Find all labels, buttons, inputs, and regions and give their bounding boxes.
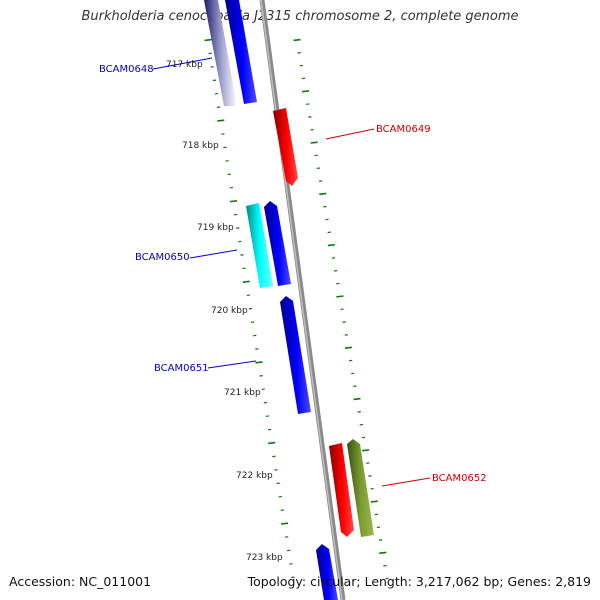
gene-feature-cyan[interactable] (246, 203, 273, 288)
gene-labels: BCAM0648 BCAM0649 BCAM0650 BCAM0651 BCAM… (99, 57, 487, 487)
gene-label-bcam0648[interactable]: BCAM0648 (99, 64, 154, 75)
gene-feature-bcam0650[interactable] (264, 201, 291, 286)
leader-line-bcam0652 (381, 477, 431, 487)
gene-label-bcam0652[interactable]: BCAM0652 (432, 473, 487, 484)
gene-feature-bcam0652[interactable] (329, 443, 354, 537)
scale-label-718: 718 kbp (182, 141, 219, 151)
gene-feature-bcam0651[interactable] (280, 296, 311, 414)
gc-track-outer-tick (319, 192, 327, 196)
backbone-highlight (260, 0, 343, 600)
scale-track-inner-tick (255, 361, 263, 364)
scale-label-720: 720 kbp (211, 306, 248, 316)
scale-track-inner-tick (229, 199, 238, 203)
gene-label-bcam0651[interactable]: BCAM0651 (154, 363, 209, 374)
gc-track-outer-tick (379, 551, 387, 555)
gene-feature-bcam0648-shadow[interactable] (204, 0, 237, 106)
scale-track (204, 38, 295, 579)
scale-label-717: 717 kbp (166, 60, 203, 70)
gene-label-bcam0649[interactable]: BCAM0649 (376, 124, 431, 135)
gc-track-outer-tick (353, 397, 361, 401)
gene-feature-bcam0648[interactable] (225, 0, 257, 104)
leader-line-bcam0651 (207, 360, 257, 369)
gc-track-outer-tick (362, 449, 370, 452)
scale-label-721: 721 kbp (224, 388, 261, 398)
scale-track-inner-tick (280, 522, 289, 525)
scale-label-719: 719 kbp (197, 223, 234, 233)
scale-track-inner-tick (204, 38, 212, 42)
scale-labels: 717 kbp 718 kbp 719 kbp 720 kbp 721 kbp … (166, 60, 283, 563)
genome-summary-text: Topology: circular; Length: 3,217,062 bp… (247, 574, 591, 589)
gc-track-outer-tick (370, 500, 378, 503)
gc-track-outer-tick (327, 243, 335, 247)
gene-label-bcam0650[interactable]: BCAM0650 (135, 252, 190, 263)
scale-track-inner-tick (242, 280, 250, 284)
gc-track-outer-tick (293, 38, 301, 42)
scale-track-inner-tick (217, 119, 225, 122)
gene-feature-olive[interactable] (347, 439, 374, 537)
chromosome-backbone (259, 0, 346, 600)
leader-line-bcam0648 (152, 57, 213, 70)
scale-track-inner-tick (268, 441, 276, 445)
gc-track-outer-tick (301, 90, 310, 93)
scale-label-722: 722 kbp (236, 471, 273, 481)
scale-label-723: 723 kbp (246, 553, 283, 563)
gc-skew-track (293, 38, 389, 580)
leader-line-bcam0649 (325, 128, 375, 140)
accession-text: Accession: NC_011001 (9, 574, 152, 589)
gene-features (204, 0, 374, 600)
gc-track-outer-tick (344, 346, 353, 349)
gc-track-outer-tick (336, 295, 344, 298)
map-title: Burkholderia cenocepacia J2315 chromosom… (81, 9, 519, 24)
gene-feature-bcam0649[interactable] (273, 108, 298, 186)
gc-track-outer-tick (310, 141, 318, 144)
leader-line-bcam0650 (189, 249, 238, 259)
gene-feature-bottom-forward[interactable] (316, 544, 338, 600)
